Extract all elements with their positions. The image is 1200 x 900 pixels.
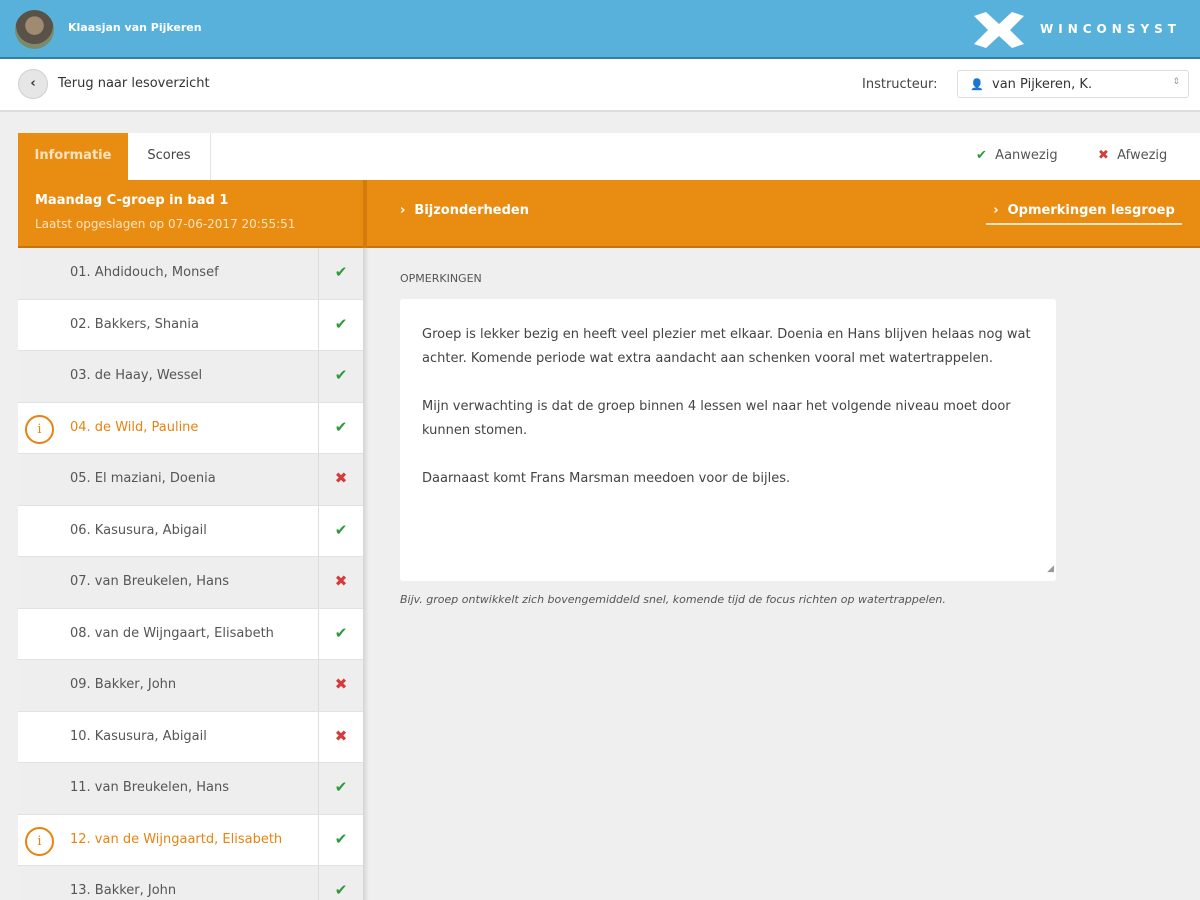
attendance-toggle[interactable]: ✔ bbox=[318, 351, 363, 402]
attendance-toggle[interactable]: ✔ bbox=[318, 505, 363, 557]
attendance-toggle[interactable]: ✔ bbox=[318, 866, 363, 900]
check-icon: ✔ bbox=[334, 366, 348, 384]
sub-header: ‹ Terug naar lesoverzicht Instructeur: 👤… bbox=[0, 59, 1200, 112]
check-icon: ✔ bbox=[976, 148, 987, 163]
remarks-label: OPMERKINGEN bbox=[400, 272, 482, 285]
student-row[interactable]: 11. van Breukelen, Hans ✔ bbox=[18, 763, 363, 815]
student-name: 08. van de Wijngaart, Elisabeth bbox=[70, 625, 274, 641]
student-name: 01. Ahdidouch, Monsef bbox=[70, 265, 219, 280]
student-name: 13. Bakker, John bbox=[70, 883, 177, 898]
tab-bar: Informatie Scores ✔ Aanwezig ✖ Afwezig bbox=[18, 133, 1200, 180]
user-name: Klaasjan van Pijkeren bbox=[68, 21, 202, 34]
chevron-right-icon: › bbox=[400, 203, 406, 218]
info-icon[interactable]: i bbox=[25, 826, 54, 856]
check-icon: ✔ bbox=[334, 417, 348, 436]
student-row[interactable]: 13. Bakker, John ✔ bbox=[18, 866, 363, 900]
check-icon: ✔ bbox=[334, 829, 348, 848]
student-row[interactable]: 10. Kasusura, Abigail ✖ bbox=[18, 711, 363, 763]
legend-present-label: Aanwezig bbox=[995, 148, 1058, 163]
check-icon: ✔ bbox=[334, 778, 348, 796]
student-row[interactable]: 02. Bakkers, Shania ✔ bbox=[18, 299, 363, 351]
check-icon: ✔ bbox=[334, 881, 348, 899]
back-button[interactable]: ‹ bbox=[18, 69, 48, 99]
remarks-group-link[interactable]: › Opmerkingen lesgroep bbox=[986, 203, 1182, 225]
group-title: Maandag C-groep in bad 1 bbox=[35, 193, 229, 208]
student-row[interactable]: 08. van de Wijngaart, Elisabeth ✔ bbox=[18, 608, 363, 660]
student-row[interactable]: i 12. van de Wijngaartd, Elisabeth ✔ bbox=[18, 814, 363, 866]
cross-icon: ✖ bbox=[1098, 148, 1109, 163]
remarks-textarea[interactable]: Groep is lekker bezig en heeft veel plez… bbox=[400, 299, 1056, 581]
cross-icon: ✖ bbox=[334, 469, 348, 487]
divider bbox=[363, 180, 367, 248]
student-name: 09. Bakker, John bbox=[70, 677, 177, 692]
student-row[interactable]: 09. Bakker, John ✖ bbox=[18, 660, 363, 712]
panel-shadow bbox=[363, 248, 369, 900]
student-row[interactable]: 03. de Haay, Wessel ✔ bbox=[18, 351, 363, 403]
student-name: 11. van Breukelen, Hans bbox=[70, 780, 229, 795]
remarks-group-label: Opmerkingen lesgroep bbox=[1007, 203, 1175, 218]
student-name: 10. Kasusura, Abigail bbox=[70, 728, 207, 744]
tab-informatie[interactable]: Informatie bbox=[18, 133, 128, 180]
student-row[interactable]: 07. van Breukelen, Hans ✖ bbox=[18, 557, 363, 609]
chevron-right-icon: › bbox=[993, 203, 999, 218]
instructor-label: Instructeur: bbox=[862, 77, 938, 92]
student-name: 07. van Breukelen, Hans bbox=[70, 574, 229, 589]
attendance-toggle[interactable]: ✖ bbox=[318, 711, 363, 763]
back-link[interactable]: Terug naar lesoverzicht bbox=[58, 76, 210, 91]
info-icon[interactable]: i bbox=[25, 414, 54, 444]
student-row[interactable]: i 04. de Wild, Pauline ✔ bbox=[18, 402, 363, 454]
student-list: 01. Ahdidouch, Monsef ✔ 02. Bakkers, Shani… bbox=[18, 248, 363, 900]
student-name: 05. El maziani, Doenia bbox=[70, 471, 216, 486]
user-icon: 👤 bbox=[970, 78, 984, 91]
student-name: 04. de Wild, Pauline bbox=[70, 419, 199, 435]
attendance-toggle[interactable]: ✔ bbox=[318, 608, 363, 660]
attendance-toggle[interactable]: ✖ bbox=[318, 660, 363, 711]
remarks-text: Groep is lekker bezig en heeft veel plez… bbox=[422, 327, 1031, 486]
cross-icon: ✖ bbox=[334, 726, 348, 745]
student-row[interactable]: 06. Kasusura, Abigail ✔ bbox=[18, 505, 363, 557]
check-icon: ✔ bbox=[334, 314, 348, 333]
legend-absent: ✖ Afwezig bbox=[1098, 148, 1167, 163]
legend-absent-label: Afwezig bbox=[1117, 148, 1168, 163]
chevron-left-icon: ‹ bbox=[30, 76, 36, 91]
student-row[interactable]: 05. El maziani, Doenia ✖ bbox=[18, 454, 363, 506]
attendance-toggle[interactable]: ✔ bbox=[318, 763, 363, 814]
instructor-value: van Pijkeren, K. bbox=[992, 77, 1093, 92]
app-header: Klaasjan van Pijkeren WINCONSYST bbox=[0, 0, 1200, 59]
student-name: 12. van de Wijngaartd, Elisabeth bbox=[70, 831, 283, 847]
student-name: 06. Kasusura, Abigail bbox=[70, 522, 207, 538]
brand-name: WINCONSYST bbox=[1040, 22, 1181, 36]
details-section-link[interactable]: › Bijzonderheden bbox=[400, 203, 529, 218]
attendance-toggle[interactable]: ✔ bbox=[318, 402, 363, 454]
resize-handle-icon[interactable]: ◢ bbox=[1047, 564, 1054, 574]
details-label: Bijzonderheden bbox=[414, 203, 529, 218]
instructor-select[interactable]: 👤 van Pijkeren, K. ⇕ bbox=[957, 70, 1189, 98]
student-name: 03. de Haay, Wessel bbox=[70, 368, 203, 383]
cross-icon: ✖ bbox=[334, 572, 348, 590]
tab-scores[interactable]: Scores bbox=[128, 133, 211, 180]
attendance-toggle[interactable]: ✖ bbox=[318, 454, 363, 505]
avatar[interactable] bbox=[15, 10, 54, 49]
group-band: Maandag C-groep in bad 1 Laatst opgeslag… bbox=[18, 180, 1200, 248]
winconsyst-logo-icon bbox=[974, 12, 1024, 48]
remarks-hint: Bijv. groep ontwikkelt zich bovengemidde… bbox=[400, 593, 946, 606]
attendance-toggle[interactable]: ✔ bbox=[318, 814, 363, 866]
student-name: 02. Bakkers, Shania bbox=[70, 316, 199, 332]
attendance-toggle[interactable]: ✔ bbox=[318, 248, 363, 299]
select-arrows-icon: ⇕ bbox=[1172, 77, 1180, 87]
legend-present: ✔ Aanwezig bbox=[976, 148, 1058, 163]
attendance-toggle[interactable]: ✔ bbox=[318, 299, 363, 351]
student-row[interactable]: 01. Ahdidouch, Monsef ✔ bbox=[18, 248, 363, 300]
cross-icon: ✖ bbox=[334, 675, 348, 693]
check-icon: ✔ bbox=[334, 623, 348, 642]
attendance-toggle[interactable]: ✖ bbox=[318, 557, 363, 608]
last-saved: Laatst opgeslagen op 07-06-2017 20:55:51 bbox=[35, 217, 296, 231]
check-icon: ✔ bbox=[334, 520, 348, 539]
check-icon: ✔ bbox=[334, 263, 348, 281]
